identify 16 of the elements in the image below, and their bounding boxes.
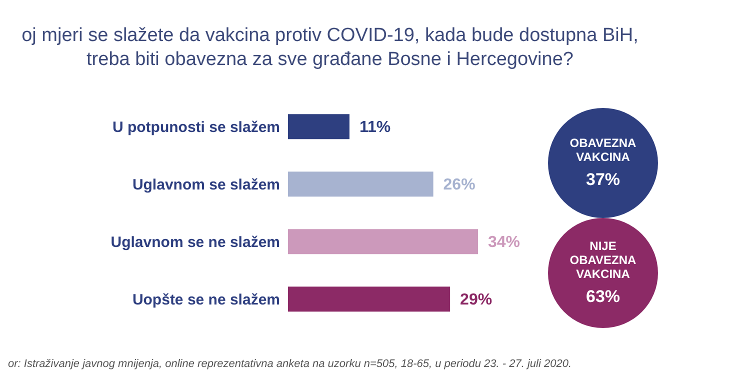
y-tick-label: Uglavnom se ne slažem [110, 234, 280, 252]
y-tick-label: Uopšte se ne slažem [132, 292, 280, 309]
y-tick-label: U potpunosti se slažem [112, 119, 280, 136]
circle-badge: NIJE OBAVEZNA VAKCINA 63% [548, 218, 658, 328]
chart-title: oj mjeri se slažete da vakcina protiv COVID-19, kada bude dostupna BiH, treba biti obavezna za sve građane Bosne i Hercegovine? [20, 24, 640, 72]
circle-badge: OBAVEZNA VAKCINA 37% [548, 108, 658, 218]
text: or: Istraživanje javnog mnijenja, online reprezentativna anketa na uzorku n=505, 18-65, u periodu 23. - 27. juli 2020. [8, 358, 572, 370]
bar [288, 229, 478, 254]
bar [288, 286, 450, 312]
data-label: 29% [460, 292, 492, 309]
bar [288, 114, 350, 140]
bar [288, 172, 434, 197]
y-tick-label: Uglavnom se slažem [132, 176, 280, 194]
data-label: 11% [359, 119, 391, 136]
data-label: 34% [488, 234, 520, 252]
data-label: 26% [443, 176, 476, 194]
